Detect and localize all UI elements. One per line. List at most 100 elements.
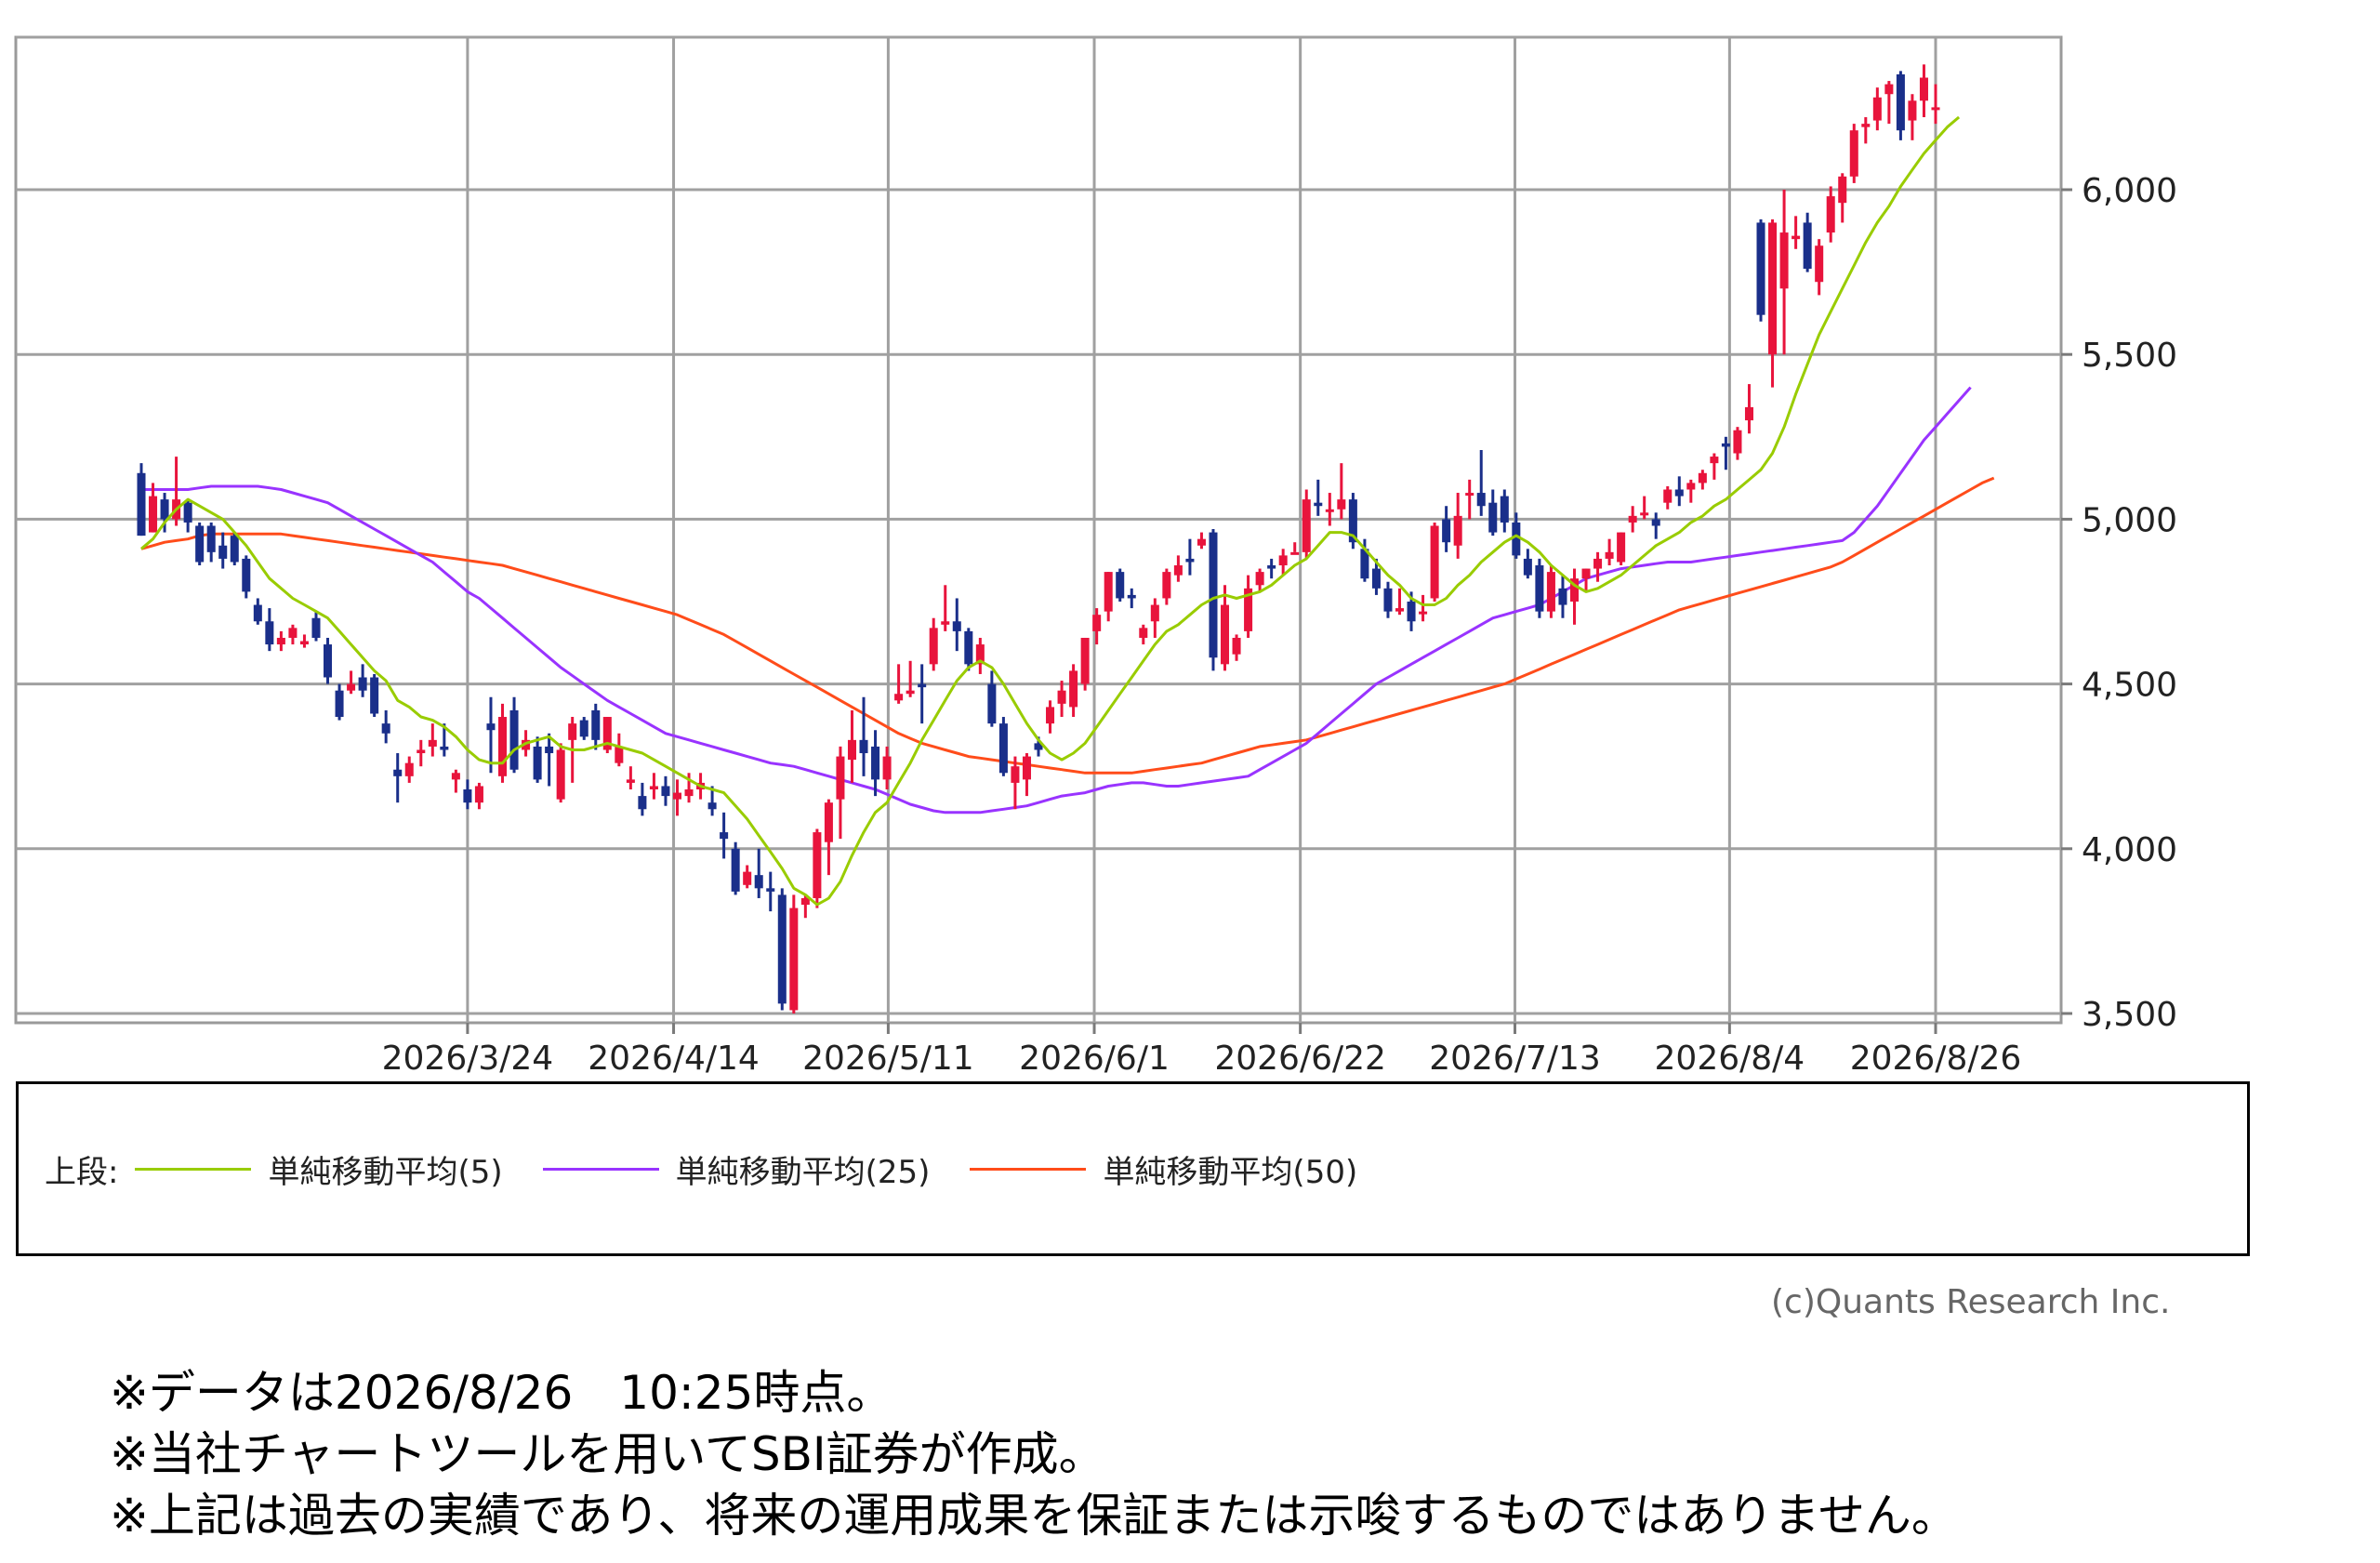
candle-body-down <box>137 472 146 536</box>
candle-body-down <box>1314 502 1323 507</box>
candle-body-down <box>1348 499 1357 543</box>
candle-body-down <box>720 832 729 840</box>
candle-body-up <box>568 723 577 740</box>
legend-swatch-sma25 <box>542 1167 659 1171</box>
plot-area <box>14 35 2063 1025</box>
legend-row: 上段: 単純移動平均(5) 単純移動平均(25) 単純移動平均(50) <box>45 1084 1381 1253</box>
candle-body-up <box>149 496 158 533</box>
candle-body-down <box>987 683 997 724</box>
candle-body-down <box>1896 73 1905 131</box>
candle-body-up <box>1663 489 1673 503</box>
candle-body-down <box>1034 743 1043 750</box>
candle-body-down <box>393 769 403 776</box>
candle-body-up <box>1173 565 1183 576</box>
candle-body-down <box>707 802 717 810</box>
candle-body-up <box>1593 558 1603 569</box>
candle-body-up <box>1022 756 1031 780</box>
candle-body-down <box>1558 588 1567 605</box>
y-tick-label: 4,000 <box>2082 831 2177 869</box>
x-tick-label: 2026/8/4 <box>1655 1040 1805 1078</box>
candle-body-down <box>1500 496 1509 523</box>
candle-body-up <box>1092 615 1102 631</box>
candle-body-up <box>1698 472 1707 483</box>
candle-body-up <box>1617 532 1626 563</box>
candle-body-up <box>1849 130 1858 177</box>
sma25-layer <box>141 386 1972 815</box>
candle-body-down <box>486 723 496 731</box>
disclaimer-notes: ※データは2026/8/26 10:25時点。 ※当社チャートツールを用いてSB… <box>110 1362 1958 1546</box>
x-tick-label: 2026/6/1 <box>1019 1040 1170 1078</box>
candle-body-up <box>1838 176 1847 204</box>
candle-body-up <box>941 621 950 625</box>
candle-body-up <box>1197 538 1206 546</box>
candle-body-up <box>556 749 565 800</box>
sma50-line <box>140 476 1995 775</box>
candle-body-up <box>497 717 508 776</box>
candle-body-up <box>1395 608 1405 612</box>
x-tick-label: 2026/7/13 <box>1429 1040 1601 1078</box>
candle-body-up <box>1337 499 1346 510</box>
candle-body-up <box>1046 707 1055 724</box>
x-tick-label: 2026/5/11 <box>802 1040 974 1078</box>
y-tick-label: 5,500 <box>2082 337 2177 375</box>
candle-body-down <box>324 644 333 678</box>
candle-body-down <box>463 789 472 803</box>
candle-body-down <box>1360 549 1369 579</box>
price-chart: 3,500 4,000 4,500 5,000 5,500 6,000 2026/3/24… <box>14 35 2177 1078</box>
candle-body-up <box>1139 628 1148 638</box>
candle-body-down <box>1267 565 1276 569</box>
candle-body-up <box>1815 245 1824 283</box>
candle-body-up <box>1302 499 1311 552</box>
candle-body-down <box>731 848 740 892</box>
candle-body-down <box>1523 558 1532 576</box>
sma25-line <box>141 386 1972 815</box>
candle-body-up <box>1104 572 1113 612</box>
legend-label-sma25: 単純移動平均(25) <box>675 1153 931 1191</box>
candle-body-down <box>964 630 973 665</box>
candle-body-up <box>847 739 856 761</box>
candle-body-up <box>451 773 460 780</box>
y-tick-label: 6,000 <box>2082 172 2177 210</box>
candle-body-up <box>1057 690 1066 704</box>
candle-body-down <box>766 888 775 892</box>
legend-prefix: 上段: <box>45 1153 119 1191</box>
candle-body-down <box>195 525 205 563</box>
candle-body-down <box>1674 489 1684 497</box>
candle-body-down <box>381 723 390 734</box>
candle-body-down <box>545 746 554 754</box>
candle-body-down <box>1803 222 1812 270</box>
legend-item-sma50: 単純移動平均(50) <box>953 1146 1357 1192</box>
candle-body-down <box>160 499 169 520</box>
candle-body-up <box>1605 551 1614 559</box>
candle-body-up <box>615 746 624 763</box>
candle-body-down <box>1442 519 1451 543</box>
candle-body-up <box>672 792 682 800</box>
candle-body-down <box>335 690 344 718</box>
candle-body-up <box>1290 551 1300 555</box>
candle-body-up <box>1080 637 1090 684</box>
candle-body-down <box>579 720 588 737</box>
y-tick-label: 3,500 <box>2082 996 2177 1034</box>
candle-body-up <box>1628 515 1637 523</box>
candle-body-up <box>800 897 810 906</box>
candle-body-up <box>1872 97 1882 121</box>
candle-body-down <box>661 786 670 797</box>
legend-item-sma25: 単純移動平均(25) <box>526 1146 931 1192</box>
candle-body-up <box>626 779 635 783</box>
y-tick-label: 4,500 <box>2082 667 2177 705</box>
candle-body-up <box>1325 509 1334 512</box>
candle-body-down <box>253 604 262 622</box>
legend-item-sma5: 単純移動平均(5) <box>118 1146 503 1192</box>
y-tick-label: 5,000 <box>2082 501 2177 539</box>
candle-body-up <box>522 739 531 750</box>
candle-body-up <box>1255 572 1264 586</box>
candle-body-up <box>416 749 426 754</box>
candle-body-down <box>638 796 647 810</box>
candle-body-down <box>1127 594 1136 599</box>
candle-body-down <box>370 677 379 714</box>
x-axis-ticks: 2026/3/24 2026/4/14 2026/5/11 2026/6/1 2026/… <box>382 1023 2021 1078</box>
candle-body-up <box>684 789 694 797</box>
candle-body-up <box>929 628 938 665</box>
legend-label-sma50: 単純移動平均(50) <box>1103 1153 1358 1191</box>
candle-body-up <box>1908 100 1917 121</box>
